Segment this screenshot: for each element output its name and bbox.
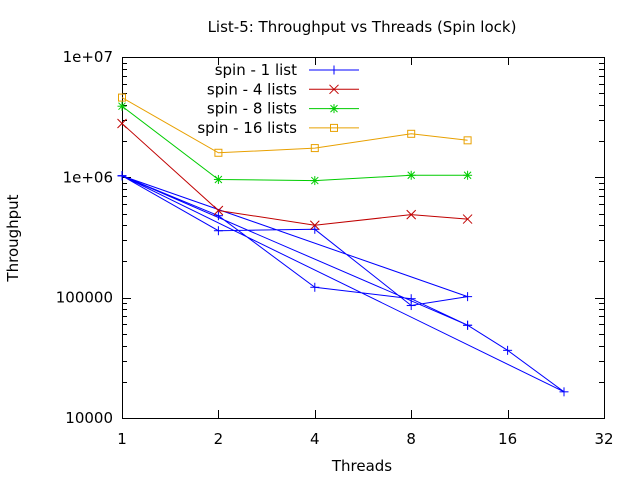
series-lines xyxy=(117,93,569,397)
data-point xyxy=(309,220,320,231)
legend-marker xyxy=(329,84,339,95)
legend-label: spin - 1 list xyxy=(215,61,297,79)
y-tick-label: 100000 xyxy=(56,289,113,307)
y-axis-label: Throughput xyxy=(4,194,22,282)
data-point xyxy=(213,226,223,236)
data-point xyxy=(213,174,223,184)
data-point xyxy=(213,211,223,221)
y-tick-label: 10000 xyxy=(65,409,113,427)
series-spin-8-lists xyxy=(117,101,473,186)
data-point xyxy=(310,176,320,186)
series-spin-1-list xyxy=(117,171,569,397)
x-tick-label: 1 xyxy=(117,430,127,448)
data-point xyxy=(117,171,127,181)
legend-label: spin - 8 lists xyxy=(207,100,297,118)
data-point xyxy=(463,170,473,180)
data-point xyxy=(462,214,473,224)
plot-frame xyxy=(122,57,605,419)
axis-ticks xyxy=(122,57,605,419)
data-point xyxy=(503,345,513,355)
x-axis-label: Threads xyxy=(331,457,392,475)
data-point xyxy=(117,101,127,111)
x-tick-label: 8 xyxy=(406,430,416,448)
data-point xyxy=(213,205,224,216)
series-spin-4-lists xyxy=(117,118,473,231)
legend-marker xyxy=(330,123,338,132)
legend-item-spin-1-list: spin - 1 list xyxy=(215,61,359,79)
data-point xyxy=(214,148,223,157)
legend-item-spin-8-lists: spin - 8 lists xyxy=(207,100,359,118)
data-point xyxy=(406,209,417,220)
data-point xyxy=(310,282,320,292)
data-point xyxy=(559,387,569,397)
series-line xyxy=(121,175,565,393)
data-point xyxy=(118,93,126,102)
data-point xyxy=(406,294,416,304)
chart-title: List-5: Throughput vs Threads (Spin lock… xyxy=(208,18,517,36)
series-line xyxy=(121,123,468,226)
y-tick-labels: 10000 100000 1e+06 1e+07 xyxy=(56,48,113,427)
data-point xyxy=(407,129,416,138)
x-tick-label: 4 xyxy=(310,430,320,448)
y-tick-label: 1e+06 xyxy=(63,168,113,186)
data-point xyxy=(117,118,127,129)
series-line xyxy=(121,97,468,154)
data-point xyxy=(310,224,320,234)
data-point xyxy=(310,144,319,153)
y-tick-label: 1e+07 xyxy=(63,48,113,66)
data-point xyxy=(463,320,473,330)
x-tick-labels: 1 2 4 8 16 32 xyxy=(117,430,613,448)
data-point xyxy=(406,170,416,180)
data-point xyxy=(463,292,473,302)
legend-marker xyxy=(329,65,339,75)
legend-item-spin-16-lists: spin - 16 lists xyxy=(197,119,359,137)
series-spin-16-lists xyxy=(118,93,472,157)
x-tick-label: 32 xyxy=(594,430,613,448)
legend-marker xyxy=(329,104,339,114)
x-tick-label: 2 xyxy=(214,430,224,448)
legend-label: spin - 4 lists xyxy=(207,80,297,98)
legend-item-spin-4-lists: spin - 4 lists xyxy=(207,80,359,98)
x-tick-label: 16 xyxy=(498,430,517,448)
data-point xyxy=(463,136,472,145)
legend-label: spin - 16 lists xyxy=(197,119,297,137)
